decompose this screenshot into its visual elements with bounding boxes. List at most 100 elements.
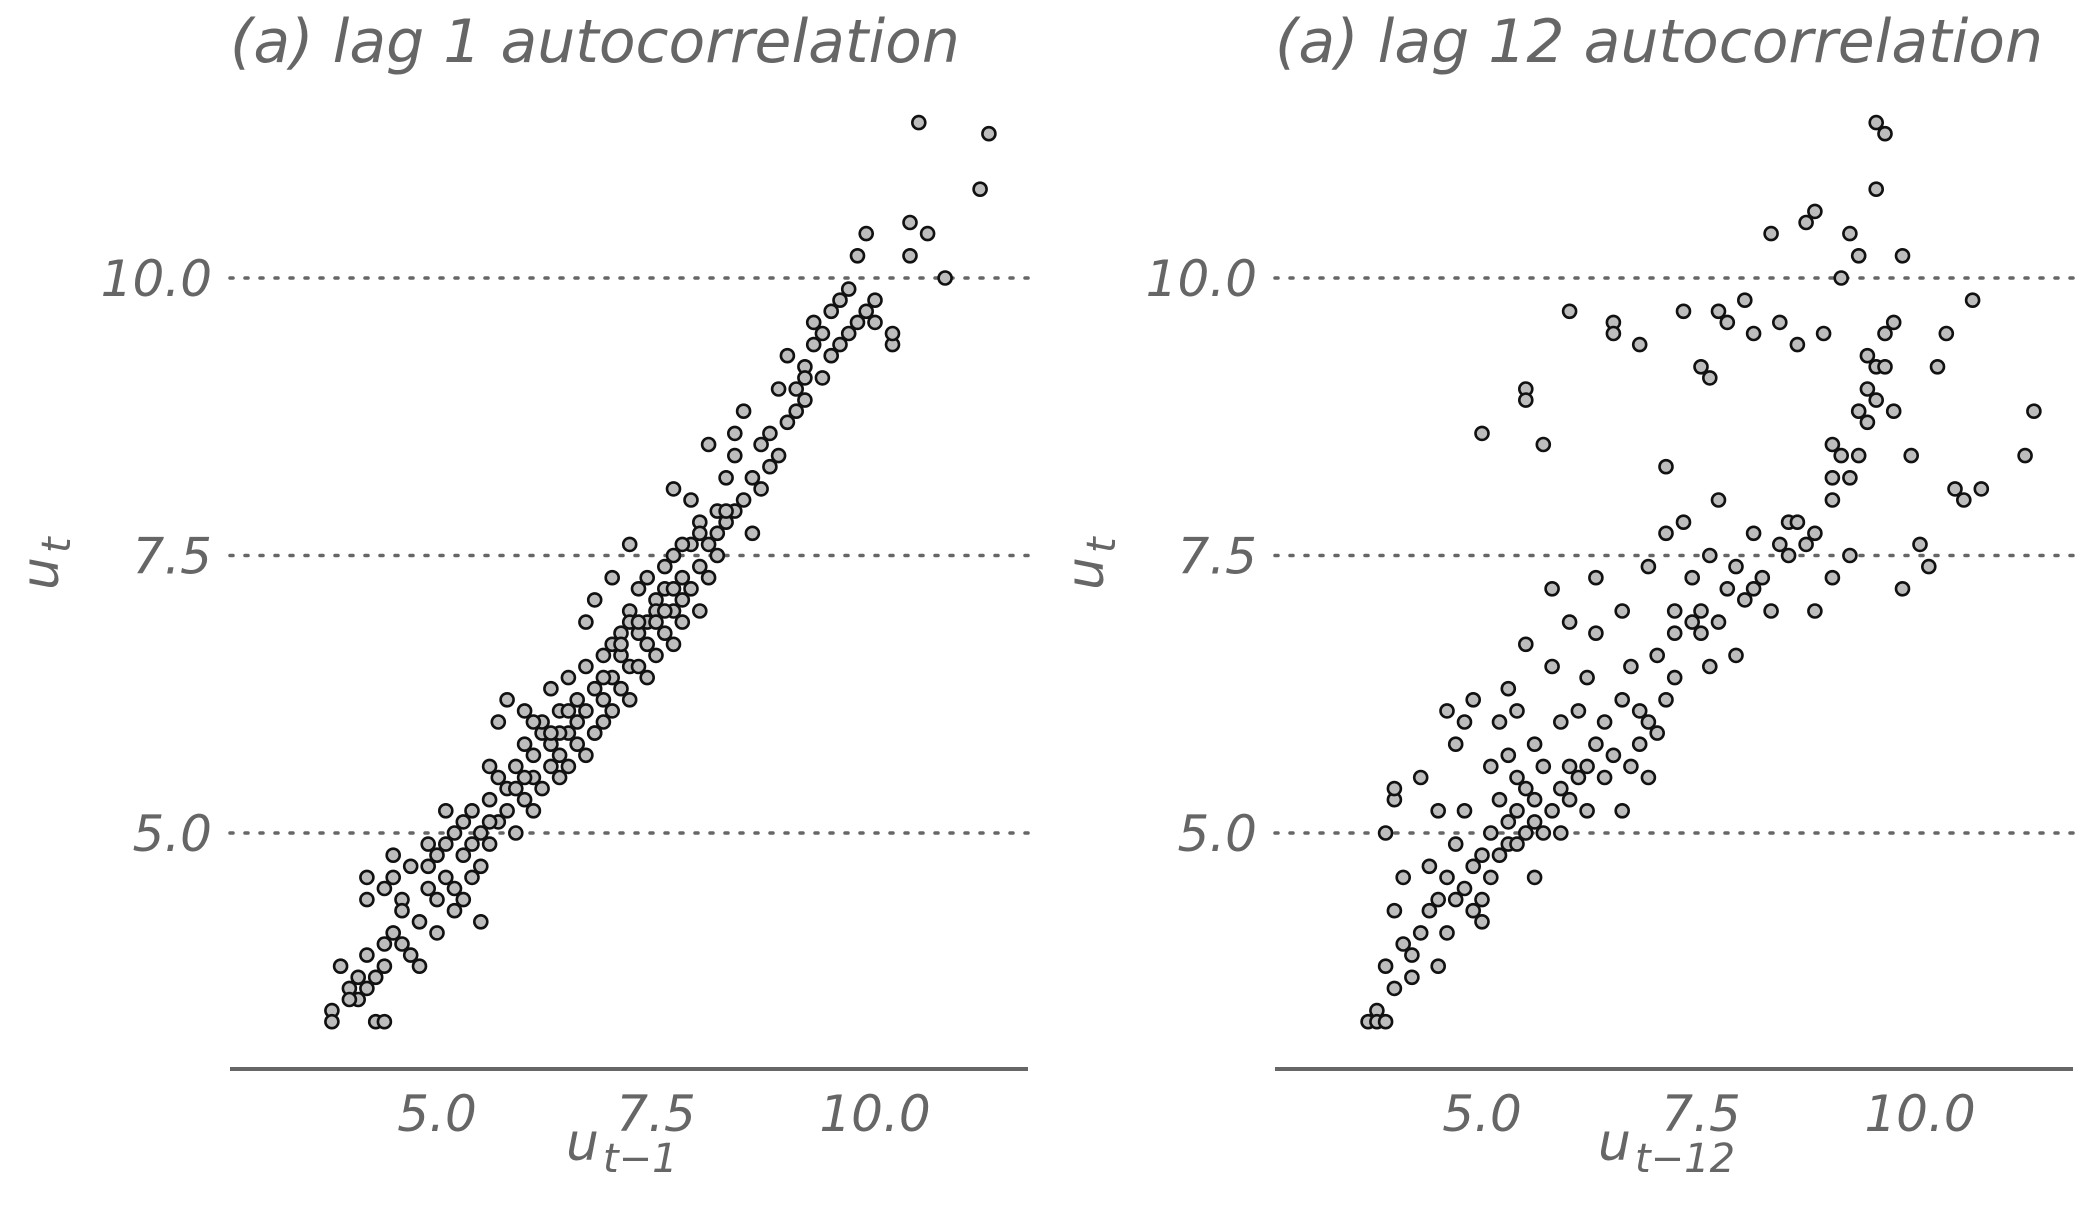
scatter-point <box>700 569 717 586</box>
scatter-point <box>595 647 612 664</box>
scatter-point <box>797 370 813 386</box>
scatter-point <box>1710 492 1727 508</box>
scatter-point <box>1404 969 1420 986</box>
scatter-point <box>1474 425 1490 442</box>
scatter-point <box>481 814 498 830</box>
scatter-point <box>595 714 612 730</box>
scatter-point <box>1763 225 1779 242</box>
scatter-point <box>1544 580 1560 597</box>
scatter-point <box>1518 825 1534 841</box>
scatter-point <box>709 547 726 564</box>
scatter-point <box>1807 525 1823 542</box>
scatter-point <box>1614 802 1630 819</box>
scatter-point <box>586 725 603 741</box>
scatter-point <box>1684 614 1700 630</box>
scatter-point <box>359 947 375 963</box>
scatter-point <box>849 248 866 264</box>
scatter-point <box>586 592 603 608</box>
scatter-point <box>1631 336 1648 353</box>
scatter-point <box>1737 592 1753 608</box>
scatter-point <box>709 525 726 542</box>
scatter-point <box>1859 347 1876 364</box>
scatter-point <box>350 969 367 986</box>
scatter-point <box>1544 802 1560 819</box>
scatter-point <box>639 636 656 653</box>
scatter-point <box>858 225 875 242</box>
scatter-point <box>902 248 918 264</box>
scatter-point <box>394 902 410 919</box>
scatter-point <box>578 658 594 675</box>
scatter-point <box>630 580 647 597</box>
scatter-point <box>1561 791 1578 808</box>
scatter-point <box>472 825 489 841</box>
scatter-point <box>411 958 428 975</box>
scatter-point <box>586 680 603 697</box>
scatter-point <box>1640 714 1657 730</box>
scatter-point <box>1509 802 1525 819</box>
scatter-point <box>429 891 445 908</box>
scatter-point <box>1439 925 1455 941</box>
scatter-point <box>1772 314 1788 331</box>
scatter-point <box>630 614 647 630</box>
scatter-point <box>1430 958 1446 975</box>
scatter-point <box>1570 703 1587 719</box>
scatter-point <box>1780 547 1797 564</box>
scatter-point <box>700 436 717 453</box>
scatter-point <box>1859 381 1876 397</box>
scatter-point <box>1842 547 1858 564</box>
scatter-point <box>516 736 533 753</box>
scatter-point <box>1745 525 1762 542</box>
scatter-point <box>420 858 437 875</box>
scatter-point <box>507 825 524 841</box>
x-axis-label-subscript: t−1 <box>603 1136 678 1182</box>
scatter-point <box>1386 902 1403 919</box>
scatter-point <box>324 1013 340 1030</box>
scatter-point <box>1702 547 1718 564</box>
scatter-point <box>455 847 472 864</box>
scatter-point <box>1456 802 1473 819</box>
scatter-point <box>1824 469 1841 486</box>
scatter-point <box>656 603 673 619</box>
scatter-point <box>1579 669 1595 686</box>
scatter-point <box>1807 203 1823 220</box>
y-axis-label-subscript: t <box>1079 536 1125 553</box>
scatter-point <box>455 891 472 908</box>
scatter-point <box>674 614 691 630</box>
y-tick-label: 5.0 <box>1177 805 1257 863</box>
scatter-point <box>569 714 586 730</box>
scatter-point <box>788 403 805 420</box>
scatter-point <box>1763 603 1779 619</box>
scatter-point <box>683 580 699 597</box>
scatter-point <box>1894 580 1911 597</box>
scatter-point <box>543 725 559 741</box>
scatter-point <box>1526 736 1543 753</box>
scatter-point <box>420 836 437 852</box>
scatter-point <box>411 913 428 930</box>
scatter-point <box>1412 769 1429 786</box>
scatter-point <box>420 880 437 897</box>
scatter-point <box>1377 1013 1394 1030</box>
scatter-point <box>376 1013 393 1030</box>
x-axis-label: u t−1 <box>566 1113 678 1182</box>
scatter-point <box>578 747 594 764</box>
scatter-point <box>1798 214 1814 231</box>
scatter-point <box>1421 902 1438 919</box>
scatter-point <box>797 392 813 408</box>
scatter-point <box>560 669 577 686</box>
scatter-point <box>656 625 673 642</box>
scatter-point <box>1658 458 1674 475</box>
scatter-point <box>691 603 708 619</box>
scatter-point <box>1561 614 1578 630</box>
scatter-point <box>1824 436 1841 453</box>
scatter-point <box>1737 292 1753 309</box>
scatter-point <box>1465 691 1481 708</box>
y-axis-label-main: u <box>1056 557 1116 590</box>
scatter-point <box>1824 492 1841 508</box>
scatter-point <box>595 691 612 708</box>
x-axis-label-main: u <box>1598 1113 1631 1173</box>
scatter-point <box>884 325 901 342</box>
scatter-point <box>1640 558 1657 575</box>
scatter-point <box>1518 392 1534 408</box>
scatter-point <box>1544 658 1560 675</box>
